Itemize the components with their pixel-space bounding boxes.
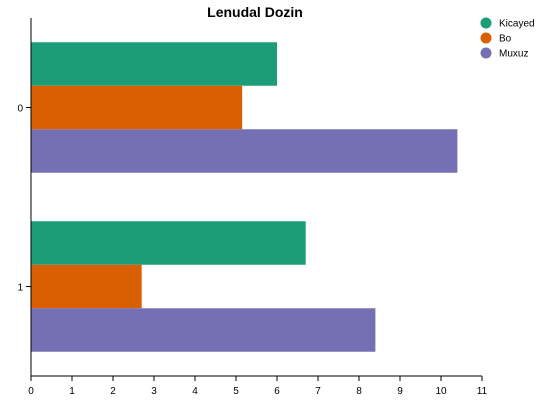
legend-swatch-bo (480, 32, 492, 44)
y-tick-label: 0 (17, 104, 23, 115)
x-tick-label: 8 (356, 386, 362, 397)
bar-muxuz-0 (31, 129, 458, 173)
x-tick-label: 1 (69, 386, 75, 397)
y-ticks: 01 (17, 104, 31, 294)
x-tick-label: 5 (233, 386, 239, 397)
x-tick-label: 2 (110, 386, 116, 397)
x-tick-label: 0 (28, 386, 34, 397)
x-tick-label: 6 (274, 386, 280, 397)
x-tick-label: 4 (192, 386, 198, 397)
bar-muxuz-1 (31, 308, 376, 352)
bars-layer (31, 42, 458, 352)
bar-kicayed-0 (31, 42, 277, 86)
legend-label-bo: Bo (499, 34, 512, 45)
x-tick-label: 10 (435, 386, 447, 397)
bar-bo-0 (31, 85, 243, 130)
x-tick-label: 9 (397, 386, 403, 397)
chart-title: Lenudal Dozin (207, 4, 303, 20)
x-ticks: 0 1 2 3 4 5 6 7 8 9 10 11 (28, 376, 488, 397)
x-tick-label: 11 (477, 386, 488, 397)
legend-label-kicayed: Kicayed (499, 19, 535, 30)
legend-swatch-muxuz (480, 47, 492, 59)
legend: Kicayed Bo Muxuz (480, 17, 535, 60)
legend-swatch-kicayed (480, 17, 492, 29)
legend-label-muxuz: Muxuz (499, 49, 528, 60)
bar-kicayed-1 (31, 221, 306, 265)
x-tick-label: 3 (151, 386, 157, 397)
x-tick-label: 7 (315, 386, 321, 397)
bar-bo-1 (31, 264, 142, 309)
y-tick-label: 1 (17, 283, 23, 294)
